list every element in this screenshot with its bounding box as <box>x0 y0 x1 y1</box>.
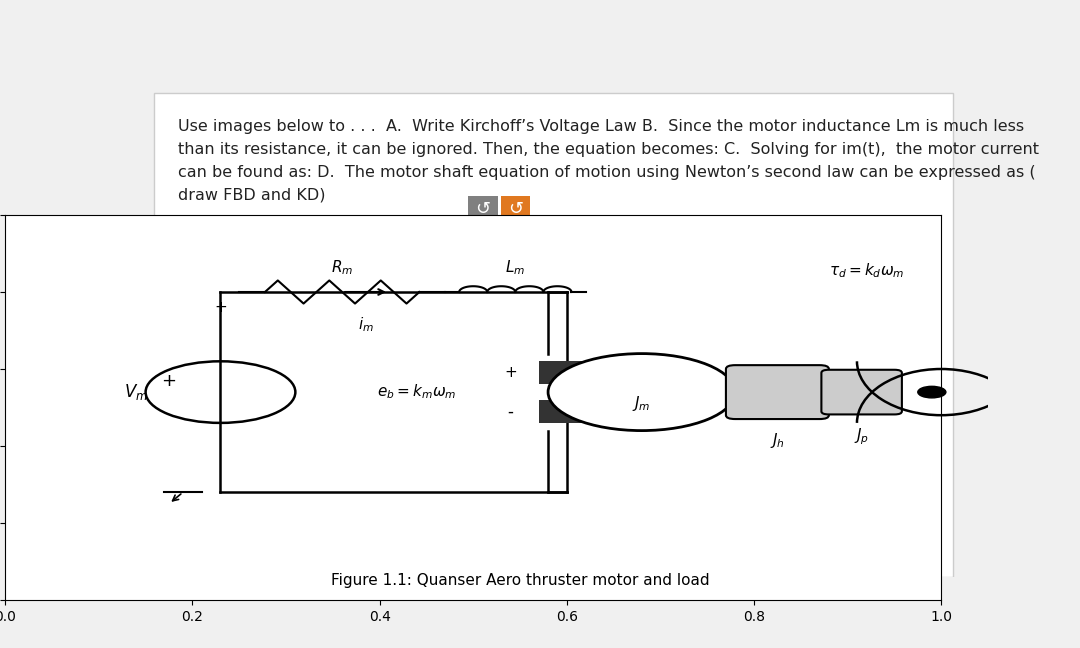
FancyBboxPatch shape <box>469 196 498 221</box>
Text: ↺: ↺ <box>475 200 490 218</box>
Bar <box>539 362 595 384</box>
Text: Use images below to . . .  A.  Write Kirchoff’s Voltage Law B.  Since the motor : Use images below to . . . A. Write Kirch… <box>177 119 1024 133</box>
Text: $R_m$: $R_m$ <box>332 258 353 277</box>
Text: than its resistance, it can be ignored. Then, the equation becomes: C.  Solving : than its resistance, it can be ignored. … <box>177 142 1039 157</box>
Text: ↺: ↺ <box>508 200 523 218</box>
FancyBboxPatch shape <box>726 365 828 419</box>
Text: $e_b=k_m\omega_m$: $e_b=k_m\omega_m$ <box>377 383 457 402</box>
Bar <box>166 234 910 550</box>
Circle shape <box>548 354 735 431</box>
Bar <box>175 243 901 540</box>
Text: $V_m$: $V_m$ <box>124 382 148 402</box>
Text: -: - <box>508 402 514 421</box>
Bar <box>539 400 595 423</box>
Text: $L_m$: $L_m$ <box>505 258 525 277</box>
Text: +: + <box>214 300 227 315</box>
FancyBboxPatch shape <box>501 196 530 221</box>
Text: $i_m$: $i_m$ <box>357 315 374 334</box>
Text: $J_p$: $J_p$ <box>854 427 869 447</box>
Text: Figure 1.1: Quanser Aero thruster motor and load: Figure 1.1: Quanser Aero thruster motor … <box>330 573 710 588</box>
Text: $\tau_d=k_d\omega_m$: $\tau_d=k_d\omega_m$ <box>828 261 904 280</box>
Text: $J_m$: $J_m$ <box>633 394 651 413</box>
FancyBboxPatch shape <box>822 370 902 415</box>
Text: +: + <box>162 371 176 389</box>
Text: +: + <box>504 365 517 380</box>
Circle shape <box>918 386 946 398</box>
Text: $J_h$: $J_h$ <box>770 431 785 450</box>
Text: can be found as: D.  The motor shaft equation of motion using Newton’s second la: can be found as: D. The motor shaft equa… <box>177 165 1036 179</box>
Text: draw FBD and KD): draw FBD and KD) <box>177 188 325 203</box>
